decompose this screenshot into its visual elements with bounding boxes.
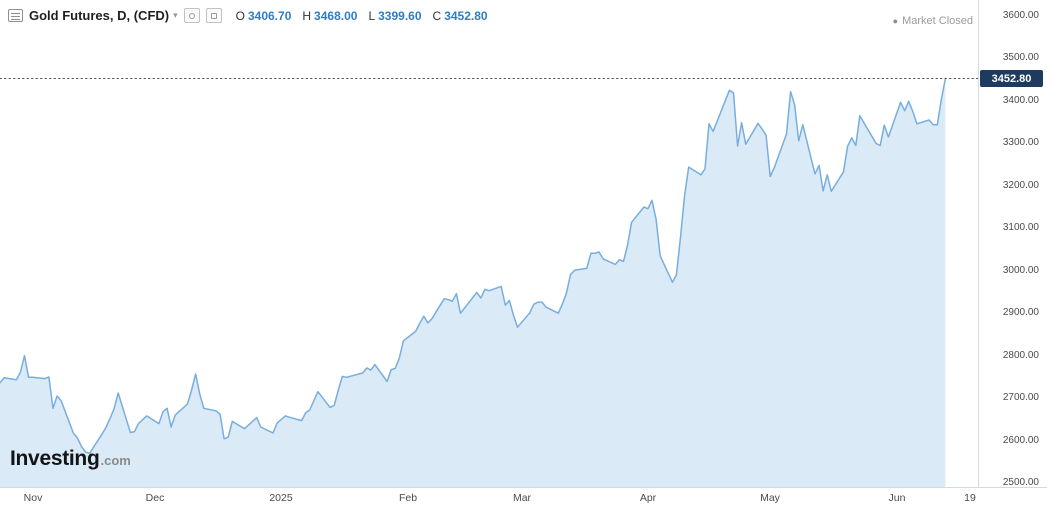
- chart-toolbar-button[interactable]: [205, 8, 222, 23]
- time-axis-label: Nov: [23, 492, 43, 504]
- price-axis-label: 3000.00: [1002, 265, 1039, 276]
- time-axis-label: Dec: [145, 492, 165, 504]
- open-label: O: [235, 8, 245, 23]
- close-value: 3452.80: [444, 8, 488, 23]
- last-price-tag: 3452.80: [980, 70, 1043, 87]
- status-dot-icon: ●: [892, 15, 899, 26]
- market-status-label: Market Closed: [902, 15, 973, 27]
- price-axis-label: 3100.00: [1002, 222, 1039, 233]
- low-label: L: [368, 8, 376, 23]
- axis-separator: [0, 487, 1047, 488]
- investing-logo: Investing .com: [10, 447, 131, 471]
- chart-header: Gold Futures, D, (CFD) ▾ O 3406.70 H 346…: [8, 8, 488, 23]
- price-axis-label: 2500.00: [1002, 477, 1039, 488]
- ohlc-high: H 3468.00: [302, 9, 357, 23]
- price-axis-label: 3400.00: [1002, 95, 1039, 106]
- time-axis-label: Feb: [398, 492, 418, 504]
- price-axis-label: 3300.00: [1002, 137, 1039, 148]
- time-axis-label: 2025: [269, 492, 293, 504]
- price-axis[interactable]: 3600.00 3500.00 3400.00 3300.00 3200.00 3100.…: [979, 0, 1047, 488]
- price-area: [0, 78, 946, 487]
- price-axis-label: 2800.00: [1002, 350, 1039, 361]
- time-axis[interactable]: Nov Dec 2025 Feb Mar Apr May Jun 19: [0, 489, 1047, 509]
- time-axis-label: May: [760, 492, 780, 504]
- square-icon: [210, 12, 217, 19]
- chart-plot-area[interactable]: [0, 0, 979, 487]
- price-axis-label: 2700.00: [1002, 392, 1039, 403]
- ohlc-values: O 3406.70 H 3468.00 L 3399.60 C 3452.80: [236, 9, 488, 23]
- time-axis-label: Apr: [639, 492, 657, 504]
- chart-toolbar-button[interactable]: [183, 8, 200, 23]
- time-axis-label: Jun: [888, 492, 906, 504]
- price-axis-label: 3200.00: [1002, 180, 1039, 191]
- menu-icon[interactable]: [8, 9, 23, 22]
- price-chart[interactable]: [0, 0, 978, 487]
- price-axis-label: 2900.00: [1002, 307, 1039, 318]
- ohlc-open: O 3406.70: [236, 9, 292, 23]
- logo-brand: Investing: [10, 447, 100, 470]
- ohlc-close: C 3452.80: [433, 9, 488, 23]
- high-label: H: [302, 8, 312, 23]
- price-axis-label: 2600.00: [1002, 435, 1039, 446]
- low-value: 3399.60: [378, 8, 422, 23]
- price-line: [0, 77, 947, 455]
- time-axis-label: 19: [964, 492, 976, 504]
- price-axis-label: 3500.00: [1002, 52, 1039, 63]
- caret-down-icon[interactable]: ▾: [173, 10, 178, 20]
- logo-suffix: .com: [100, 453, 131, 468]
- dot-icon: [188, 12, 195, 19]
- open-value: 3406.70: [247, 8, 292, 23]
- high-value: 3468.00: [314, 8, 358, 23]
- time-axis-label: Mar: [512, 492, 532, 504]
- ohlc-low: L 3399.60: [368, 9, 421, 23]
- chart-title: Gold Futures, D, (CFD): [29, 8, 170, 23]
- market-status: ● Market Closed: [893, 15, 973, 27]
- price-axis-label: 3600.00: [1002, 10, 1039, 21]
- close-label: C: [432, 8, 442, 23]
